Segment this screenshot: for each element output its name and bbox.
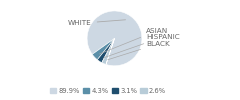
Legend: 89.9%, 4.3%, 3.1%, 2.6%: 89.9%, 4.3%, 3.1%, 2.6% — [48, 85, 168, 97]
Wedge shape — [87, 11, 142, 66]
Text: HISPANIC: HISPANIC — [104, 34, 180, 58]
Wedge shape — [106, 38, 114, 64]
Text: ASIAN: ASIAN — [100, 28, 168, 54]
Text: BLACK: BLACK — [108, 41, 170, 60]
Text: WHITE: WHITE — [68, 20, 126, 26]
Wedge shape — [97, 38, 114, 63]
Wedge shape — [92, 38, 114, 60]
Wedge shape — [102, 38, 114, 64]
